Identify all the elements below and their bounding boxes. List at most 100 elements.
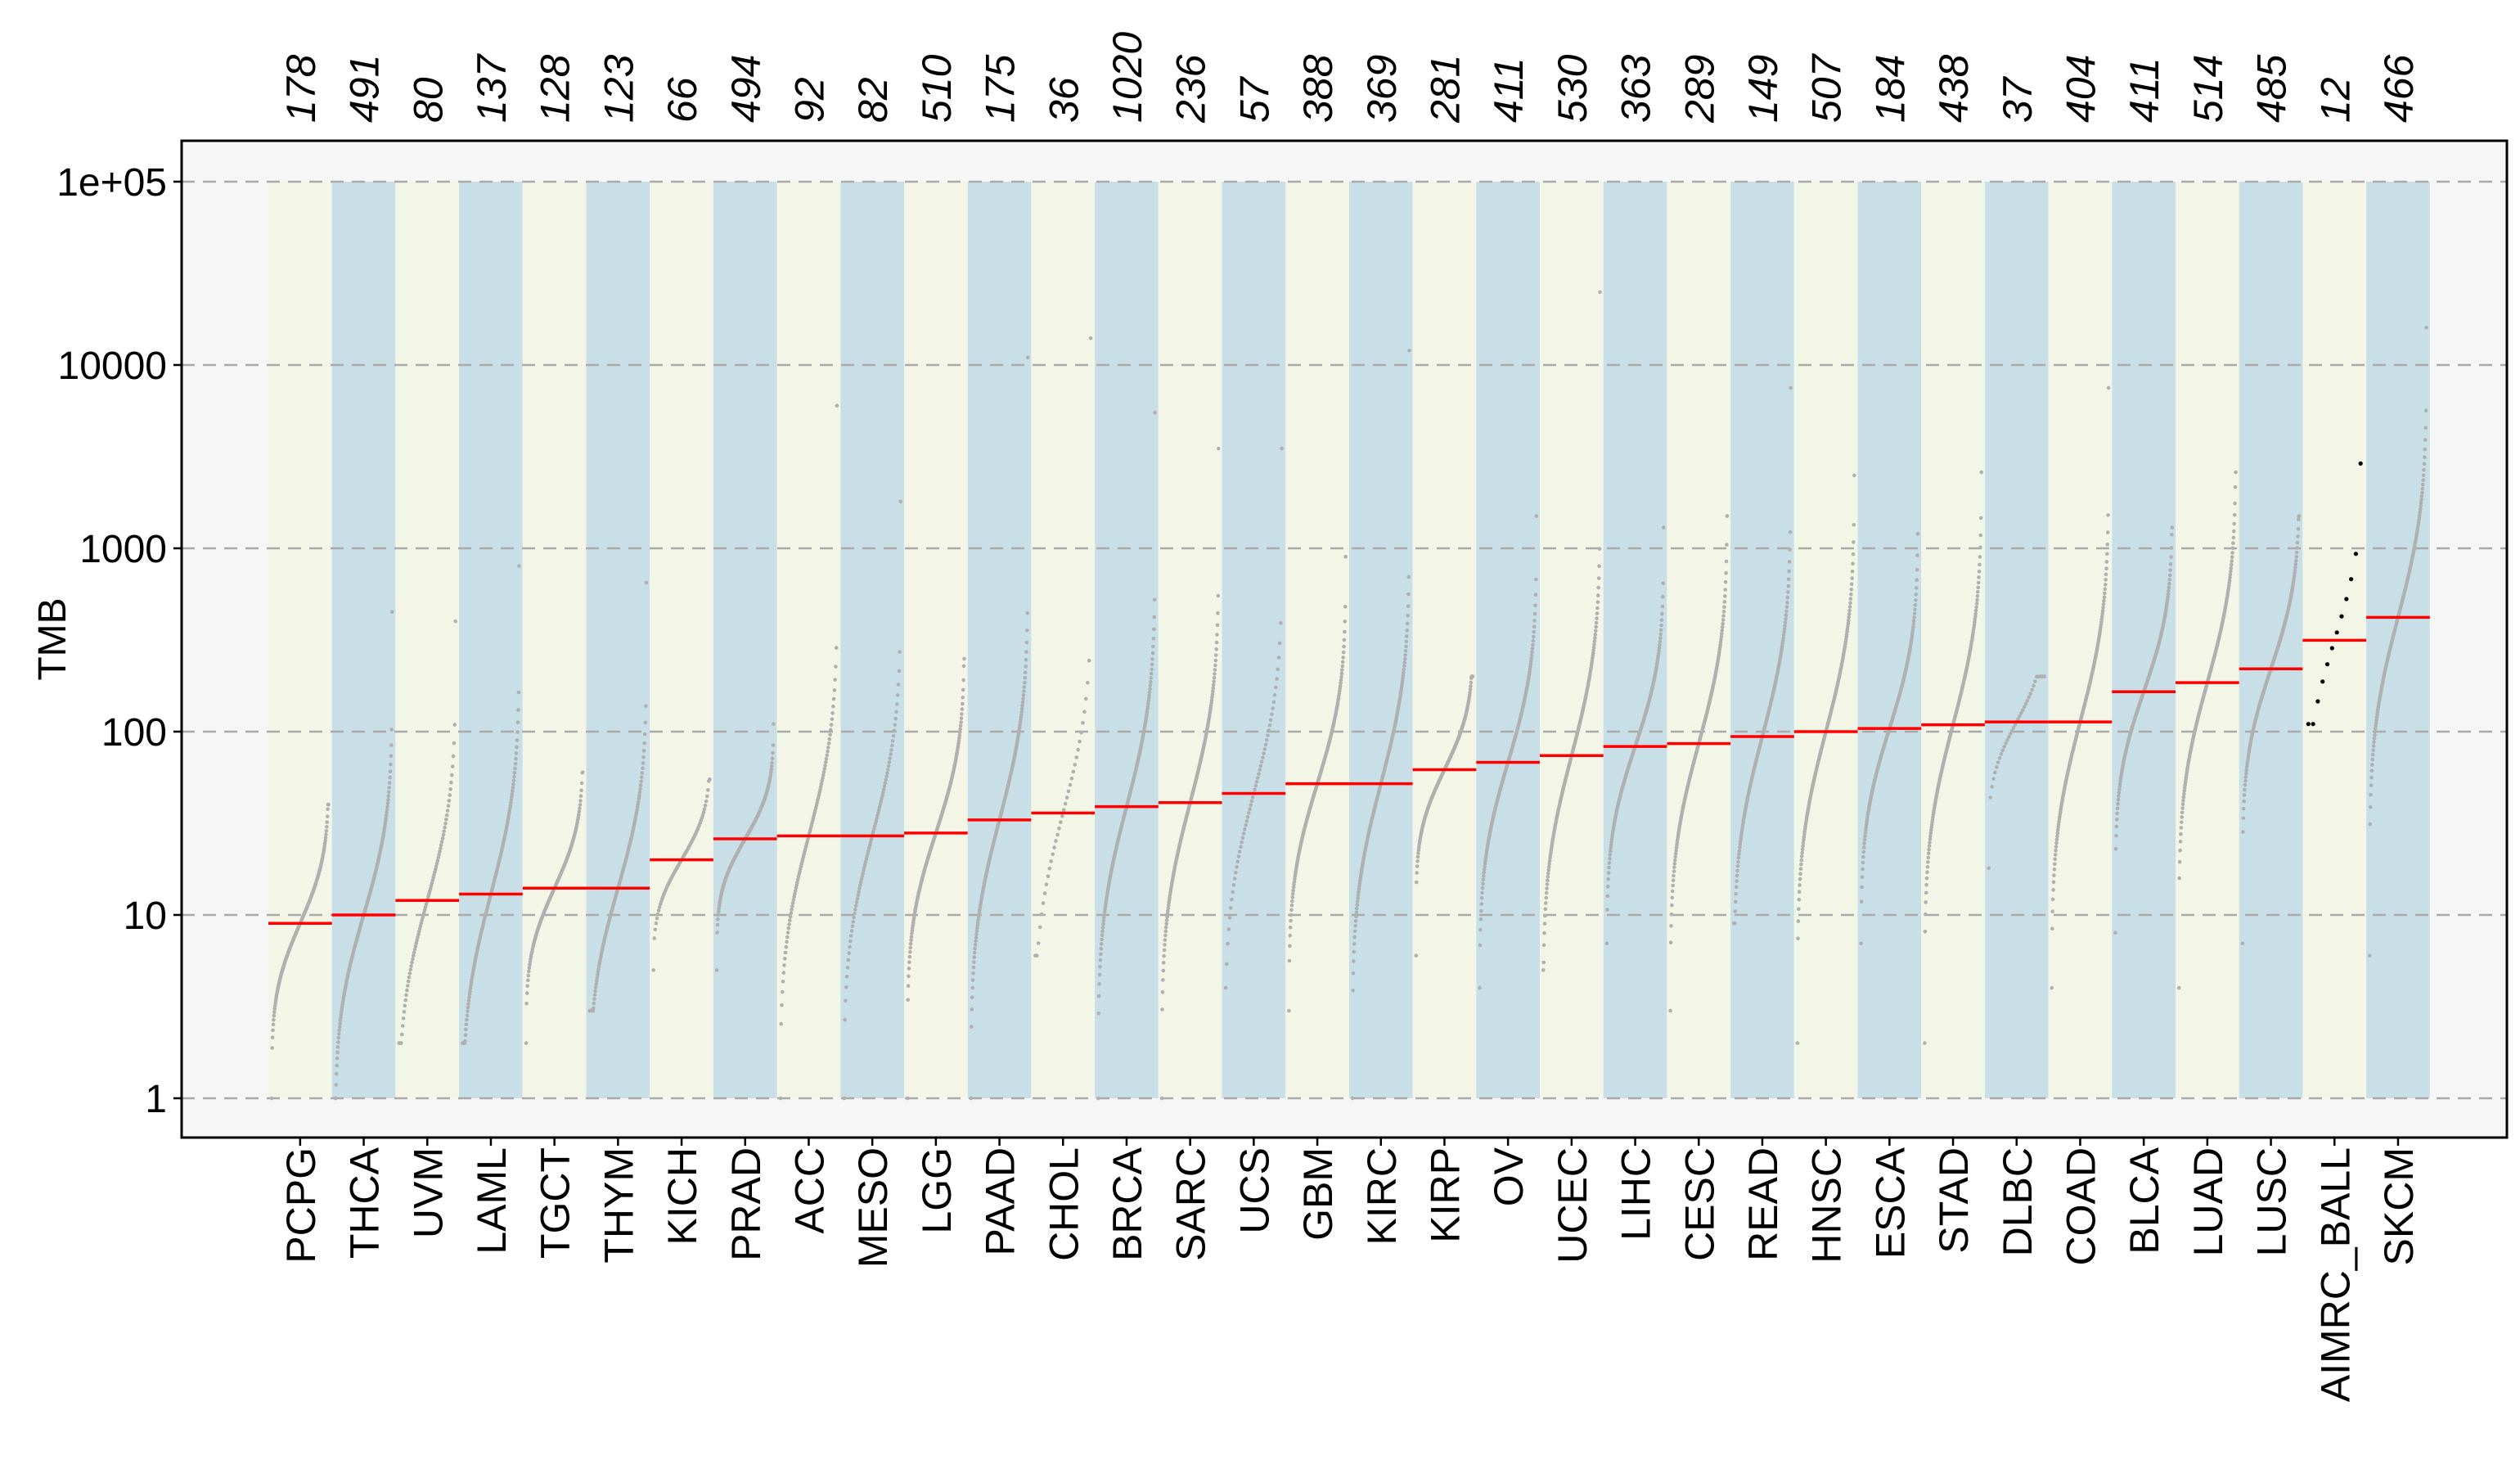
tmb-point bbox=[1042, 891, 1047, 895]
tmb-point bbox=[437, 853, 441, 857]
tmb-point bbox=[1024, 657, 1028, 662]
category-band-gbm bbox=[1285, 182, 1349, 1098]
tmb-point bbox=[1859, 899, 1864, 903]
tmb-point bbox=[1101, 919, 1106, 923]
tmb-point bbox=[2294, 558, 2298, 563]
tmb-point bbox=[2166, 595, 2170, 599]
tmb-point bbox=[1668, 940, 1673, 944]
tmb-point bbox=[514, 751, 519, 755]
tmb-point bbox=[1860, 885, 1864, 890]
tmb-point bbox=[849, 929, 854, 933]
tmb-point bbox=[1928, 837, 1933, 841]
tmb-point bbox=[2358, 461, 2363, 466]
category-band-acc bbox=[776, 182, 841, 1098]
tmb-point bbox=[1862, 841, 1866, 845]
tmb-point bbox=[842, 1096, 846, 1101]
ytick-label-1e+05: 1e+05 bbox=[56, 161, 167, 205]
tmb-point bbox=[1798, 872, 1802, 876]
tmb-point bbox=[2101, 602, 2106, 606]
tmb-point bbox=[408, 967, 413, 972]
tmb-point bbox=[1355, 906, 1359, 911]
tmb-point bbox=[793, 889, 798, 893]
tmb-point bbox=[1999, 752, 2004, 756]
tmb-point bbox=[783, 957, 787, 961]
sample-count-label: 438 bbox=[1931, 54, 1977, 123]
tmb-point bbox=[412, 953, 416, 958]
tmb-point bbox=[2011, 726, 2016, 730]
tmb-point bbox=[1479, 896, 1484, 900]
tmb-point bbox=[2180, 806, 2185, 810]
tmb-point bbox=[2005, 738, 2009, 742]
tmb-point bbox=[2234, 470, 2238, 475]
tmb-point bbox=[2230, 559, 2234, 563]
tmb-point bbox=[406, 979, 411, 984]
tmb-point bbox=[1061, 808, 1066, 812]
tmb-point bbox=[1547, 862, 1551, 866]
tmb-point bbox=[893, 716, 898, 721]
tmb-point bbox=[2050, 909, 2054, 913]
tmb-point bbox=[790, 904, 794, 908]
tmb-point bbox=[452, 723, 457, 727]
tmb-point bbox=[1725, 543, 1729, 547]
tmb-point bbox=[1784, 613, 1789, 617]
tmb-point bbox=[1608, 856, 1612, 861]
tmb-point bbox=[2103, 591, 2107, 596]
tmb-point bbox=[467, 992, 472, 996]
sample-count-label: 411 bbox=[2122, 57, 2167, 123]
tmb-point bbox=[1796, 919, 1801, 923]
tmb-point bbox=[1213, 672, 1217, 676]
sample-count-label: 80 bbox=[405, 77, 451, 123]
tmb-point bbox=[1162, 953, 1166, 958]
tmb-point bbox=[2370, 757, 2375, 762]
tmb-point bbox=[970, 985, 974, 990]
tmb-point bbox=[974, 935, 979, 940]
tmb-point bbox=[2329, 646, 2334, 651]
category-band-prad bbox=[713, 182, 777, 1098]
tmb-point bbox=[325, 825, 329, 829]
tmb-point bbox=[1259, 759, 1264, 764]
tmb-point bbox=[2422, 462, 2427, 466]
tmb-point bbox=[1724, 559, 1729, 564]
tmb-point bbox=[852, 915, 856, 920]
points-acc bbox=[778, 403, 839, 1101]
tmb-point bbox=[2055, 828, 2060, 832]
tmb-point bbox=[642, 741, 646, 746]
tmb-point bbox=[466, 1002, 470, 1007]
tmb-point bbox=[787, 922, 791, 926]
sample-count-label: 466 bbox=[2376, 54, 2422, 123]
tmb-point bbox=[1978, 516, 1983, 520]
sample-count-label: 57 bbox=[1231, 75, 1277, 123]
tmb-point bbox=[1066, 789, 1071, 794]
tmb-point bbox=[2168, 562, 2173, 566]
tmb-point bbox=[1402, 656, 1407, 661]
tmb-point bbox=[2182, 786, 2187, 790]
tmb-point bbox=[1069, 776, 1074, 781]
tmb-point bbox=[1544, 901, 1548, 905]
tmb-point bbox=[1596, 593, 1600, 597]
tmb-point bbox=[823, 764, 827, 768]
tmb-point bbox=[1721, 610, 1726, 614]
category-label-ucs: UCS bbox=[1231, 1147, 1277, 1234]
tmb-point bbox=[1609, 849, 1613, 854]
tmb-point bbox=[1597, 547, 1602, 551]
tmb-point bbox=[416, 930, 421, 934]
tmb-point bbox=[1529, 656, 1533, 660]
tmb-point bbox=[1226, 941, 1230, 946]
tmb-point bbox=[509, 800, 513, 805]
sample-count-label: 137 bbox=[469, 52, 515, 123]
tmb-point bbox=[708, 777, 712, 782]
category-band-kirc bbox=[1348, 182, 1413, 1098]
tmb-point bbox=[2423, 426, 2428, 430]
tmb-point bbox=[1607, 861, 1612, 865]
tmb-point bbox=[847, 951, 851, 955]
tmb-point bbox=[898, 650, 902, 654]
tmb-point bbox=[2050, 897, 2055, 902]
category-band-thym bbox=[586, 182, 650, 1098]
category-label-thym: THYM bbox=[596, 1147, 641, 1264]
sample-count-label: 12 bbox=[2312, 77, 2358, 123]
tmb-point bbox=[1041, 901, 1046, 905]
tmb-point bbox=[1798, 867, 1803, 871]
tmb-point bbox=[1802, 835, 1807, 839]
ytick-label-1000: 1000 bbox=[79, 528, 167, 571]
tmb-point bbox=[1063, 801, 1068, 806]
